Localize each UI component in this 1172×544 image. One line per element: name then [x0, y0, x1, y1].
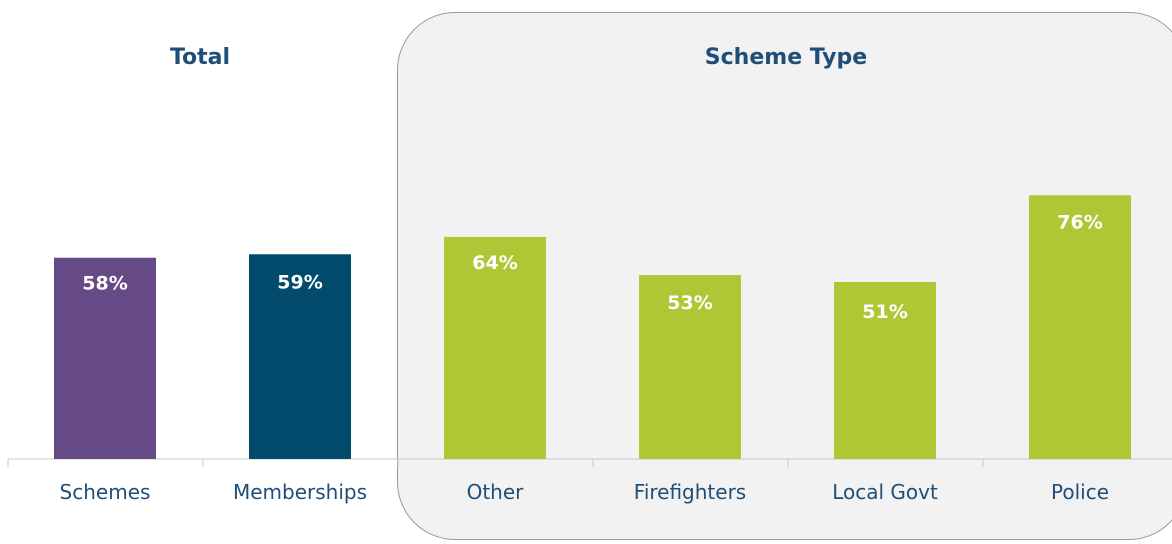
- category-label: Local Govt: [832, 480, 938, 504]
- category-label: Firefighters: [634, 480, 746, 504]
- bar-local-govt: [834, 282, 936, 459]
- bar-other: [444, 236, 546, 459]
- value-label: 59%: [277, 271, 322, 293]
- category-label: Other: [467, 480, 525, 504]
- value-label: 64%: [472, 252, 517, 274]
- category-label: Memberships: [233, 480, 367, 504]
- category-label: Schemes: [60, 480, 151, 504]
- bar-memberships: [249, 254, 351, 459]
- group-title-total: Total: [169, 45, 231, 70]
- value-label: 51%: [862, 301, 907, 323]
- value-label: 76%: [1057, 211, 1102, 233]
- bar-schemes: [54, 257, 156, 459]
- bar-firefighters: [639, 275, 741, 459]
- category-label: Police: [1051, 480, 1109, 504]
- bar-police: [1029, 195, 1131, 459]
- value-label: 53%: [667, 292, 712, 314]
- value-label: 58%: [82, 273, 127, 295]
- group-title-scheme-type: Scheme Type: [704, 45, 868, 70]
